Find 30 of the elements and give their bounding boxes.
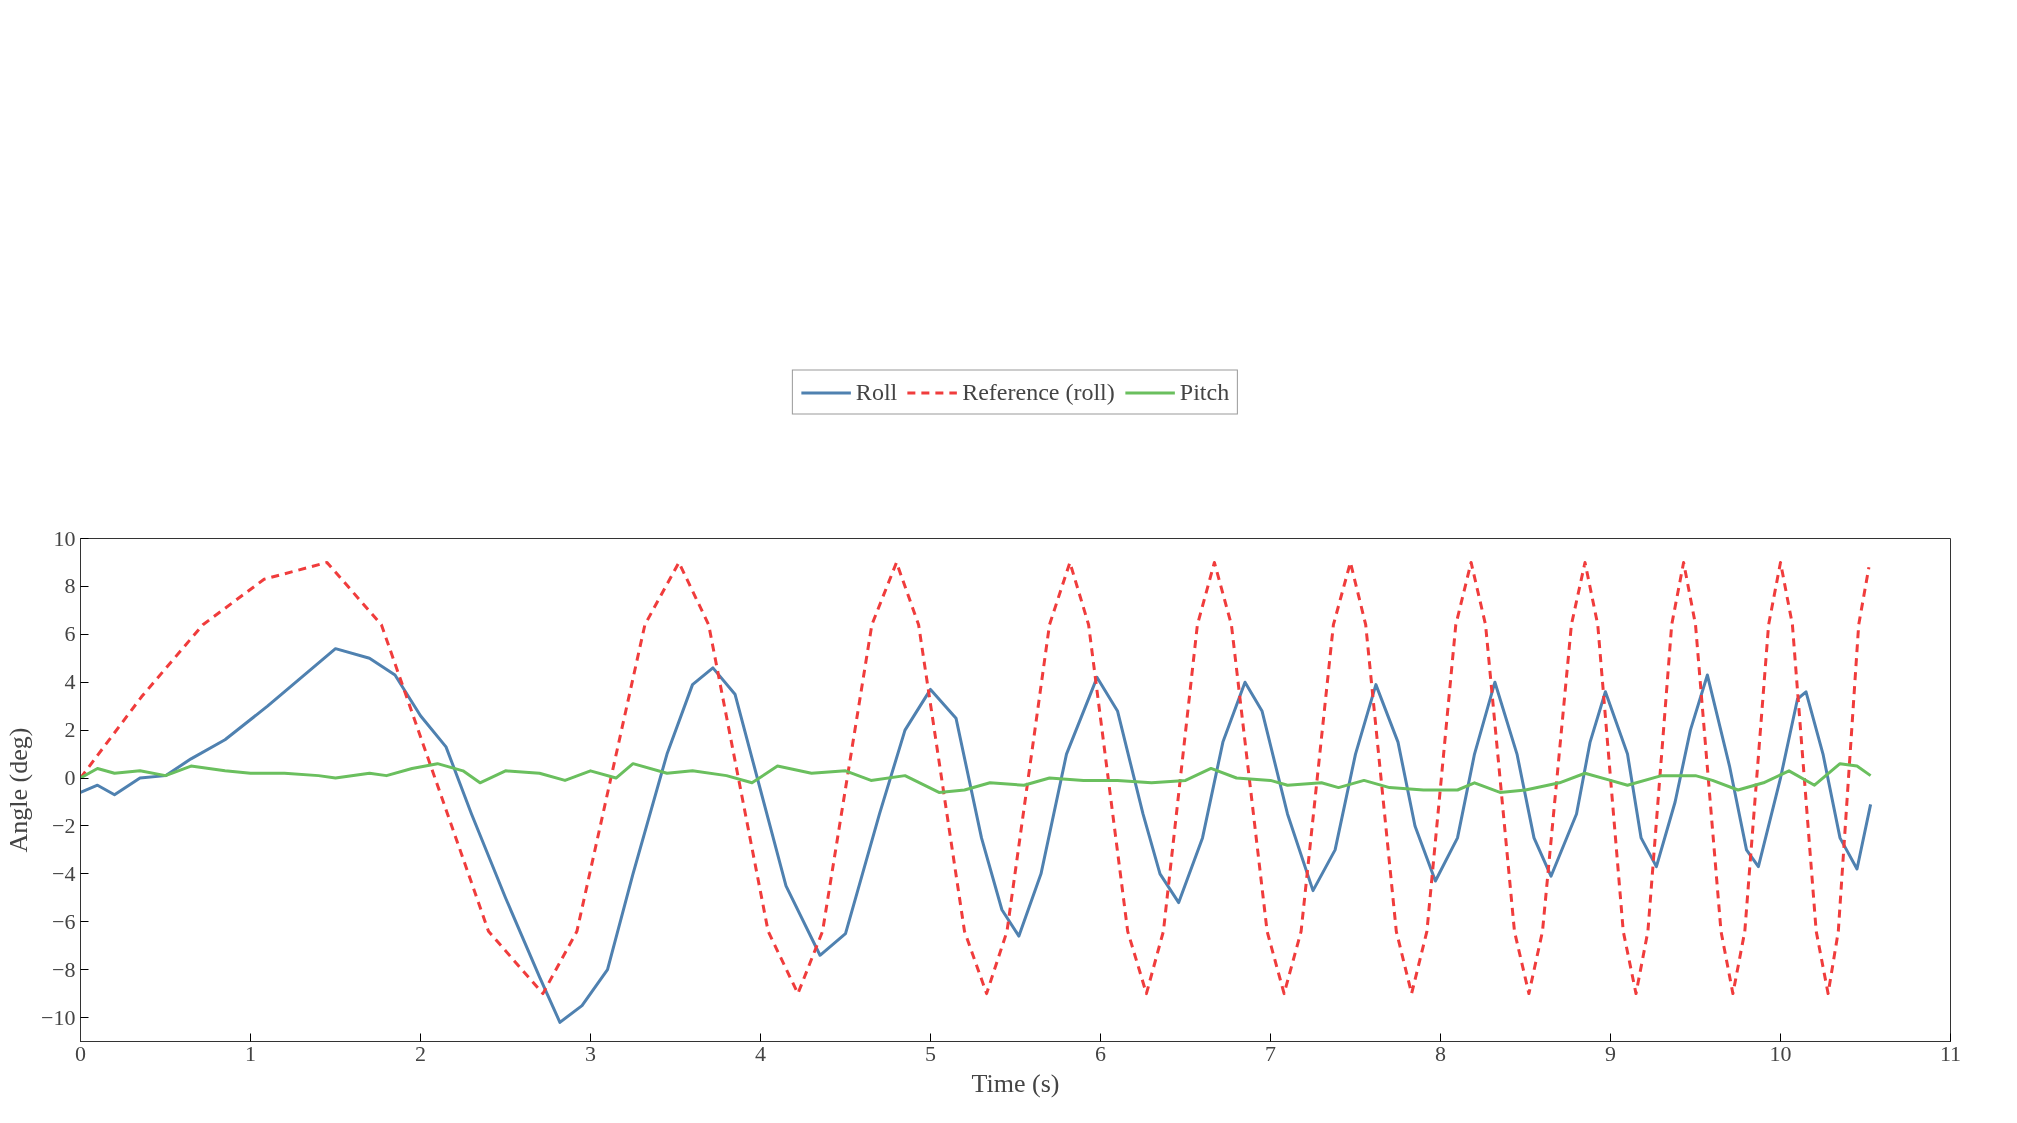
- y-tick-label: −8: [52, 956, 76, 982]
- y-tick-label: 10: [53, 525, 76, 551]
- x-axis-title: Time (s): [971, 1068, 1060, 1098]
- y-tick-label: −6: [52, 908, 76, 934]
- x-tick-label: 6: [1095, 1040, 1106, 1066]
- x-tick-label: 2: [415, 1040, 426, 1066]
- line-series: [80, 762, 1873, 794]
- y-tick-label: 2: [64, 717, 76, 743]
- y-tick-label: 6: [64, 621, 76, 647]
- y-tick-label: 4: [64, 669, 76, 695]
- legend-label: Pitch: [1179, 378, 1230, 406]
- x-tick-label: 9: [1605, 1040, 1616, 1066]
- x-tick-label: 5: [925, 1040, 936, 1066]
- y-tick-label: −10: [41, 1004, 76, 1030]
- y-tick-label: 0: [64, 765, 76, 791]
- x-tick-label: 11: [1939, 1040, 1962, 1066]
- x-tick-label: 10: [1769, 1040, 1792, 1066]
- legend-label: Roll: [855, 378, 898, 406]
- legend-label: Reference (roll): [962, 378, 1115, 406]
- x-tick-label: 7: [1265, 1040, 1276, 1066]
- line-series: [80, 647, 1873, 1024]
- x-tick-label: 8: [1435, 1040, 1446, 1066]
- x-tick-label: 4: [755, 1040, 766, 1066]
- y-axis-title: Angle (deg): [4, 727, 34, 853]
- y-tick-label: −4: [52, 860, 76, 886]
- y-tick-label: 8: [64, 573, 76, 599]
- x-tick-label: 1: [245, 1040, 256, 1066]
- y-tick-label: −2: [52, 812, 76, 838]
- x-tick-label: 3: [585, 1040, 596, 1066]
- line-series: [80, 560, 1871, 996]
